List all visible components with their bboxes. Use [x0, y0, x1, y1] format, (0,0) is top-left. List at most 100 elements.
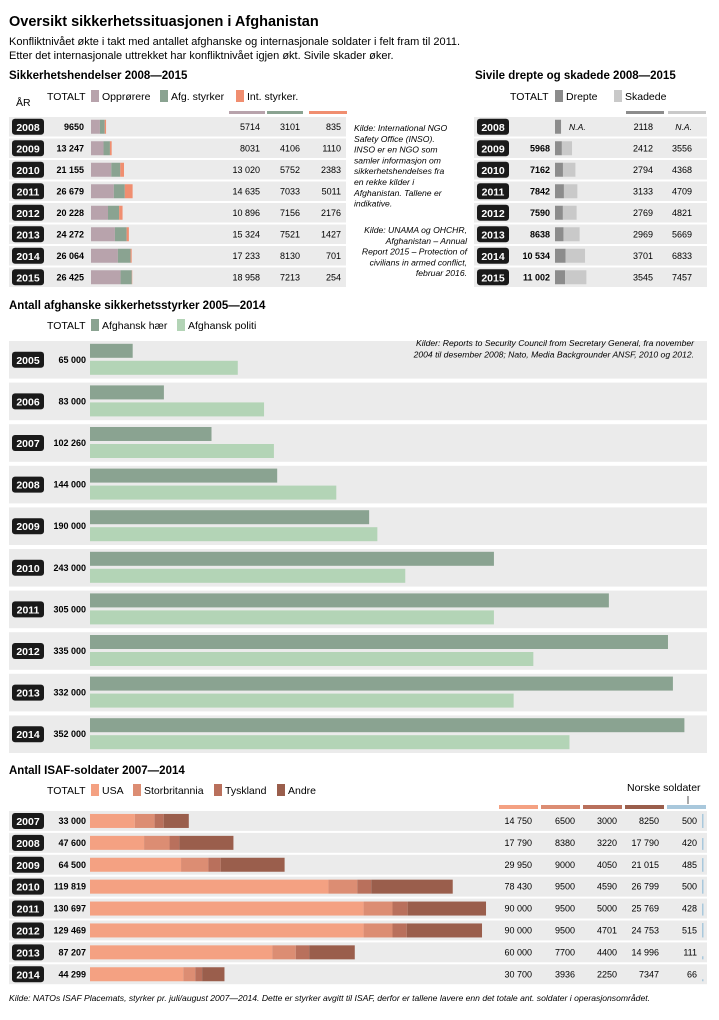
civilian-total-2014: 10 534	[522, 251, 550, 261]
incidents-year-label-2011: 2011	[17, 186, 40, 198]
forces-year-label-2006: 2006	[16, 396, 40, 408]
isaf-value-3-2014: 7347	[639, 969, 659, 979]
incidents-year-label-2009: 2009	[16, 143, 40, 155]
isaf-column-marker-0	[499, 805, 538, 809]
forces-total-2008: 144 000	[53, 480, 86, 490]
isaf-norway-value-2014: 66	[687, 969, 697, 979]
forces-total-2013: 332 000	[53, 688, 86, 698]
forces-bar-1-2008	[90, 485, 337, 500]
isaf-bar-3-2012	[406, 923, 483, 938]
incidents-value-0-2010: 13 020	[232, 165, 260, 175]
forces-bar-0-2008	[90, 468, 278, 483]
civilian-value-1-2013: 5669	[672, 229, 692, 239]
civilian-source-note: Kilde: UNAMA og OHCHR,Afghanistan – Annu…	[362, 225, 469, 278]
incidents-year-box-2008	[12, 118, 44, 135]
isaf-legend-2-label: Tyskland	[225, 785, 267, 797]
isaf-bar-0-2009	[90, 857, 182, 872]
isaf-bar-0-2007	[90, 813, 135, 828]
civilian-legend: Drepte Skadede	[555, 90, 706, 114]
isaf-norway-bar-2013	[702, 956, 704, 960]
isaf-bar-0-2014	[90, 967, 184, 982]
incidents-value-0-2011: 14 635	[232, 186, 260, 196]
civilian-legend-1-label: Skadede	[625, 91, 667, 103]
forces-total-2012: 335 000	[53, 646, 86, 656]
isaf-value-2-2011: 5000	[597, 904, 617, 914]
civilian-bar-1-2013	[563, 227, 580, 242]
forces-bar-0-2010	[90, 551, 494, 566]
incidents-legend-2-label: Int. styrker.	[247, 91, 298, 103]
civilian-year-label-2013: 2013	[481, 229, 505, 241]
isaf-value-3-2013: 14 996	[631, 947, 659, 957]
civilian-band-2013	[474, 224, 707, 244]
isaf-value-2-2010: 4590	[597, 882, 617, 892]
isaf-value-1-2013: 7700	[555, 947, 575, 957]
incidents-value-0-2012: 10 896	[232, 208, 260, 218]
forces-total-2005: 65 000	[58, 355, 86, 365]
isaf-column-marker-4	[667, 805, 706, 809]
civilian-year-box-2009	[477, 140, 509, 157]
isaf-value-2-2009: 4050	[597, 860, 617, 870]
isaf-value-1-2007: 6500	[555, 816, 575, 826]
forces-bar-1-2012	[90, 652, 534, 666]
civilian-band-2014	[474, 246, 707, 266]
incidents-bar-2-2013	[126, 227, 129, 242]
civilian-year-box-2008	[477, 118, 509, 135]
incidents-bar-0-2010	[91, 162, 112, 177]
civilian-column-marker-0	[626, 111, 664, 114]
isaf-total-2009: 64 500	[58, 860, 86, 870]
incidents-column-marker-0	[229, 111, 265, 114]
isaf-norway-bar-2007	[702, 813, 704, 828]
incidents-total-2015: 26 425	[56, 272, 84, 282]
civilian-band-2009	[474, 138, 707, 158]
forces-bar-0-2009	[90, 510, 370, 525]
isaf-total-2008: 47 600	[58, 838, 86, 848]
civilian-bar-0-2011	[555, 184, 564, 199]
isaf-legend-2-swatch	[214, 784, 222, 796]
isaf-bar-1-2007	[134, 813, 155, 828]
isaf-total-2007: 33 000	[58, 816, 86, 826]
civilian-total-2009: 5968	[530, 143, 550, 153]
isaf-bar-2-2007	[154, 813, 164, 828]
incidents-total-2009: 13 247	[56, 143, 84, 153]
isaf-bar-1-2010	[328, 879, 358, 894]
incidents-note-line-4: sikkerhetshendelses fra	[354, 166, 445, 176]
civilian-value-0-2015: 3545	[633, 272, 653, 282]
incidents-note-line-6: Afghanistan. Tallene er	[353, 188, 443, 198]
forces-year-box-2011	[12, 601, 44, 618]
civilian-legend-0-swatch	[555, 90, 563, 102]
isaf-value-3-2008: 17 790	[631, 838, 659, 848]
isaf-value-1-2014: 3936	[555, 969, 575, 979]
isaf-value-0-2011: 90 000	[504, 904, 532, 914]
isaf-norway-value-2013: 111	[683, 947, 697, 957]
isaf-norway-bar-2010	[702, 879, 704, 894]
isaf-value-3-2010: 26 799	[631, 882, 659, 892]
isaf-value-1-2008: 8380	[555, 838, 575, 848]
isaf-bar-0-2011	[90, 901, 364, 916]
isaf-norway-bar-2008	[702, 838, 704, 850]
civilian-row-bands	[474, 117, 707, 287]
incidents-value-1-2008: 3101	[280, 122, 300, 132]
incidents-bar-1-2011	[113, 184, 125, 199]
incidents-year-box-2014	[12, 247, 44, 264]
incidents-bar-2-2008	[104, 119, 107, 134]
incidents-value-1-2015: 7213	[280, 272, 300, 282]
forces-year-label-2011: 2011	[17, 604, 40, 616]
isaf-year-label-2011: 2011	[17, 904, 40, 916]
isaf-bar-1-2008	[144, 835, 170, 850]
incidents-bar-1-2015	[120, 270, 132, 285]
isaf-bar-0-2010	[90, 879, 329, 894]
forces-bar-0-2013	[90, 676, 673, 691]
isaf-total-2013: 87 207	[58, 947, 86, 957]
civilian-bar-0-2015	[555, 270, 566, 285]
civilian-band-2011	[474, 181, 707, 201]
civilian-column-marker-1	[668, 111, 706, 114]
incidents-bar-0-2009	[91, 141, 104, 156]
incidents-note-line-1: Safety Office (INSO).	[354, 134, 435, 144]
isaf-bar-0-2013	[90, 945, 273, 960]
forces-year-box-2012	[12, 643, 44, 659]
incidents-value-2-2009: 1110	[322, 143, 341, 153]
isaf-year-box-2012	[12, 922, 44, 939]
forces-legend-0-label: Afghansk hær	[102, 320, 168, 332]
